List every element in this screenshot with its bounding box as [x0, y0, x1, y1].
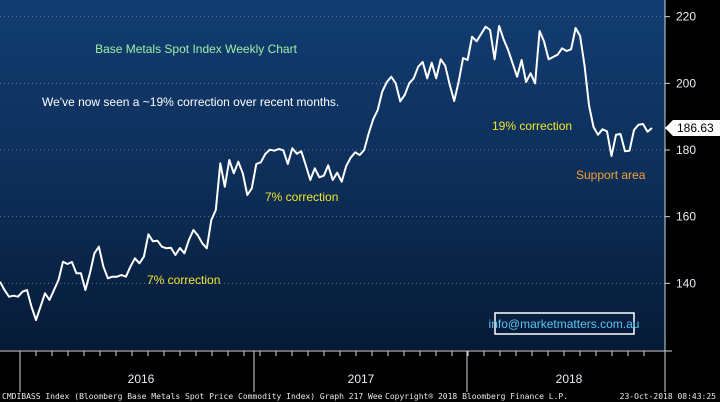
plot-background: [0, 0, 665, 350]
gridlines: [0, 16, 665, 284]
x-tick-label: 2016: [128, 372, 155, 386]
y-tick-label: 160: [676, 210, 696, 224]
x-axis: 2016 2017 2018: [19, 351, 666, 392]
footer-copyright: Copyright® 2018 Bloomberg Finance L.P.: [385, 392, 569, 401]
footer: CMDIBASS Index (Bloomberg Base Metals Sp…: [0, 392, 720, 402]
last-value-tag: [665, 120, 720, 136]
x-tick-label: 2018: [556, 372, 583, 386]
y-tick-label: 200: [676, 76, 696, 90]
y-tick-label: 220: [676, 10, 696, 24]
annotation-7pct-correction-2016: 7% correction: [147, 273, 220, 287]
last-value-label: 186.63: [677, 121, 714, 135]
footer-description: CMDIBASS Index (Bloomberg Base Metals Sp…: [2, 392, 383, 401]
last-value-marker: 186.63: [665, 120, 720, 136]
annotation-support-area: Support area: [576, 168, 646, 182]
annotation-7pct-correction-2017: 7% correction: [265, 190, 338, 204]
chart-title: Base Metals Spot Index Weekly Chart: [95, 42, 298, 56]
contact-email[interactable]: info@marketmatters.com.au: [489, 317, 640, 331]
series-line: [0, 25, 653, 321]
chart-subtitle: We've now seen a ~19% correction over re…: [42, 95, 339, 109]
chart: 140 160 180 200 220 Base Metals Spot Index W…: [0, 0, 720, 392]
annotation-19pct-correction: 19% correction: [492, 119, 572, 133]
y-tick-label: 140: [676, 276, 696, 290]
y-axis: 140 160 180 200 220: [665, 10, 696, 290]
footer-timestamp: 23-Oct-2018 08:43:25: [619, 392, 716, 401]
contact-box: [494, 312, 635, 335]
y-tick-label: 180: [676, 143, 696, 157]
x-tick-label: 2017: [348, 372, 375, 386]
